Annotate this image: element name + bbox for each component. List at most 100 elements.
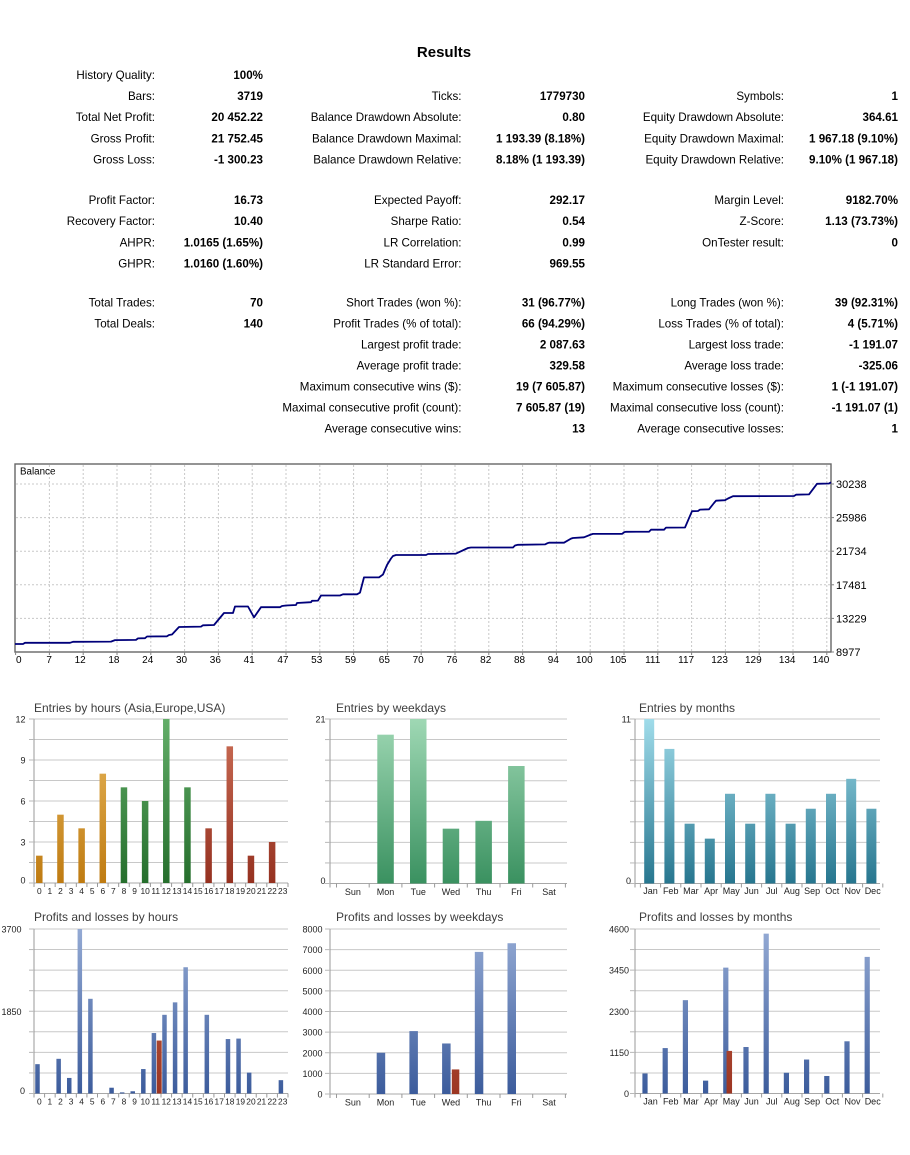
svg-text:Mar: Mar bbox=[683, 886, 699, 896]
svg-text:Gross Loss:: Gross Loss: bbox=[93, 154, 155, 167]
svg-text:12: 12 bbox=[15, 715, 25, 725]
svg-text:2000: 2000 bbox=[302, 1048, 322, 1058]
svg-text:14: 14 bbox=[183, 1097, 193, 1107]
svg-text:Bars:: Bars: bbox=[128, 90, 155, 103]
svg-text:AHPR:: AHPR: bbox=[120, 236, 155, 249]
svg-text:5: 5 bbox=[90, 1097, 95, 1107]
svg-text:Ticks:: Ticks: bbox=[432, 90, 462, 103]
svg-text:3700: 3700 bbox=[1, 925, 21, 935]
svg-text:Balance: Balance bbox=[20, 467, 56, 478]
svg-text:22: 22 bbox=[267, 1097, 277, 1107]
svg-text:6: 6 bbox=[100, 1097, 105, 1107]
svg-text:15: 15 bbox=[193, 886, 203, 896]
svg-text:Fri: Fri bbox=[511, 1098, 522, 1108]
svg-text:Feb: Feb bbox=[663, 1097, 679, 1107]
svg-text:13: 13 bbox=[172, 1097, 182, 1107]
svg-text:329.58: 329.58 bbox=[550, 359, 586, 372]
svg-text:111: 111 bbox=[645, 655, 661, 666]
svg-text:Equity Drawdown Relative:: Equity Drawdown Relative: bbox=[645, 154, 784, 167]
svg-text:Sep: Sep bbox=[804, 886, 820, 896]
svg-text:21: 21 bbox=[257, 886, 267, 896]
svg-text:Average consecutive wins:: Average consecutive wins: bbox=[324, 422, 461, 435]
svg-text:20: 20 bbox=[246, 886, 256, 896]
svg-text:Profit Trades (% of total):: Profit Trades (% of total): bbox=[333, 317, 461, 330]
svg-text:0: 0 bbox=[624, 1089, 629, 1099]
svg-text:1 193.39 (8.18%): 1 193.39 (8.18%) bbox=[496, 132, 585, 145]
svg-text:Apr: Apr bbox=[704, 886, 718, 896]
svg-text:13229: 13229 bbox=[836, 613, 867, 625]
svg-text:70: 70 bbox=[413, 655, 425, 666]
svg-text:Sat: Sat bbox=[542, 887, 556, 897]
svg-text:7: 7 bbox=[111, 886, 116, 896]
svg-text:Tue: Tue bbox=[411, 1098, 426, 1108]
svg-text:21: 21 bbox=[257, 1097, 267, 1107]
svg-text:17: 17 bbox=[215, 1097, 225, 1107]
svg-text:Feb: Feb bbox=[663, 886, 679, 896]
svg-text:19 (7 605.87): 19 (7 605.87) bbox=[516, 380, 585, 393]
svg-text:31 (96.77%): 31 (96.77%) bbox=[522, 296, 585, 309]
svg-text:Sat: Sat bbox=[542, 1098, 556, 1108]
svg-text:20: 20 bbox=[246, 1097, 256, 1107]
svg-text:Entries by hours (Asia,Europe,: Entries by hours (Asia,Europe,USA) bbox=[34, 701, 225, 715]
svg-text:Symbols:: Symbols: bbox=[736, 90, 784, 103]
svg-text:1150: 1150 bbox=[610, 1048, 629, 1058]
svg-text:Z-Score:: Z-Score: bbox=[740, 215, 784, 228]
svg-text:1.13 (73.73%): 1.13 (73.73%) bbox=[825, 215, 898, 228]
svg-text:-1 300.23: -1 300.23 bbox=[214, 154, 264, 167]
svg-text:17: 17 bbox=[215, 886, 225, 896]
svg-text:3450: 3450 bbox=[609, 966, 629, 976]
svg-text:Profits and losses by months: Profits and losses by months bbox=[639, 910, 792, 924]
svg-text:18: 18 bbox=[225, 1097, 235, 1107]
svg-text:Balance Drawdown Maximal:: Balance Drawdown Maximal: bbox=[312, 132, 462, 145]
svg-text:117: 117 bbox=[678, 655, 694, 666]
svg-text:11: 11 bbox=[622, 715, 631, 725]
svg-text:1: 1 bbox=[48, 886, 53, 896]
svg-text:History Quality:: History Quality: bbox=[76, 69, 155, 82]
svg-text:1 967.18 (9.10%): 1 967.18 (9.10%) bbox=[809, 132, 898, 145]
svg-text:16: 16 bbox=[204, 886, 214, 896]
svg-text:Aug: Aug bbox=[784, 1097, 800, 1107]
svg-text:12: 12 bbox=[162, 1097, 172, 1107]
svg-text:Oct: Oct bbox=[825, 1097, 840, 1107]
svg-text:0: 0 bbox=[37, 1097, 42, 1107]
svg-text:-325.06: -325.06 bbox=[859, 359, 899, 372]
svg-text:Average loss trade:: Average loss trade: bbox=[684, 359, 784, 372]
svg-text:Sharpe Ratio:: Sharpe Ratio: bbox=[391, 215, 462, 228]
svg-text:Profits and losses by hours: Profits and losses by hours bbox=[34, 910, 178, 924]
svg-text:11: 11 bbox=[151, 1097, 160, 1107]
svg-text:59: 59 bbox=[345, 655, 357, 666]
svg-text:6000: 6000 bbox=[302, 966, 322, 976]
svg-text:8.18% (1 193.39): 8.18% (1 193.39) bbox=[496, 154, 585, 167]
svg-text:Loss Trades (% of total):: Loss Trades (% of total): bbox=[658, 317, 784, 330]
svg-text:1 (-1 191.07): 1 (-1 191.07) bbox=[832, 380, 899, 393]
svg-text:May: May bbox=[723, 1097, 741, 1107]
svg-text:16.73: 16.73 bbox=[234, 194, 264, 207]
svg-text:7: 7 bbox=[111, 1097, 116, 1107]
svg-text:Maximal consecutive loss (coun: Maximal consecutive loss (count): bbox=[610, 401, 784, 414]
svg-text:Jun: Jun bbox=[744, 886, 759, 896]
svg-text:10.40: 10.40 bbox=[234, 215, 263, 228]
svg-text:Jul: Jul bbox=[766, 886, 778, 896]
svg-text:Margin Level:: Margin Level: bbox=[714, 194, 784, 207]
svg-text:0: 0 bbox=[20, 1086, 25, 1096]
svg-text:20 452.22: 20 452.22 bbox=[211, 111, 263, 124]
svg-text:Thu: Thu bbox=[476, 887, 492, 897]
svg-text:Sep: Sep bbox=[804, 1097, 820, 1107]
svg-text:66 (94.29%): 66 (94.29%) bbox=[522, 317, 585, 330]
svg-text:Equity Drawdown Maximal:: Equity Drawdown Maximal: bbox=[644, 132, 784, 145]
svg-text:5: 5 bbox=[90, 886, 95, 896]
svg-text:7 605.87 (19): 7 605.87 (19) bbox=[516, 401, 585, 414]
svg-text:3719: 3719 bbox=[237, 90, 263, 103]
svg-text:9: 9 bbox=[20, 756, 25, 766]
svg-text:19: 19 bbox=[236, 886, 246, 896]
svg-text:0.80: 0.80 bbox=[562, 111, 585, 124]
svg-text:Wed: Wed bbox=[442, 1098, 460, 1108]
svg-text:3000: 3000 bbox=[302, 1028, 322, 1038]
svg-text:Tue: Tue bbox=[411, 887, 426, 897]
svg-text:1850: 1850 bbox=[1, 1007, 21, 1017]
svg-text:Aug: Aug bbox=[784, 886, 800, 896]
svg-text:18: 18 bbox=[108, 655, 120, 666]
svg-text:16: 16 bbox=[204, 1097, 214, 1107]
svg-text:Average consecutive losses:: Average consecutive losses: bbox=[637, 422, 784, 435]
svg-text:47: 47 bbox=[277, 655, 289, 666]
